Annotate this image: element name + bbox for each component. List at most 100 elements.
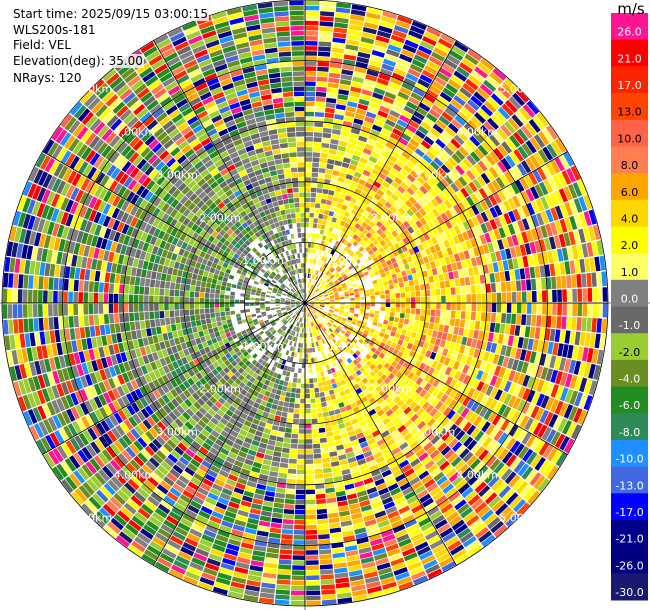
- range-gate: [581, 347, 589, 362]
- range-gate: [201, 416, 210, 425]
- range-gate: [134, 511, 148, 524]
- range-gate: [347, 498, 359, 505]
- range-gate: [310, 403, 316, 409]
- range-gate: [277, 431, 285, 438]
- range-gate: [47, 175, 57, 190]
- range-gate: [507, 335, 514, 347]
- range-gate: [228, 356, 235, 363]
- range-gate: [209, 356, 217, 364]
- range-gate: [521, 314, 527, 326]
- range-gate: [398, 390, 406, 399]
- range-gate: [431, 398, 440, 407]
- range-gate: [295, 212, 301, 218]
- range-gate: [223, 272, 230, 278]
- range-gate: [273, 451, 282, 457]
- range-gate: [225, 456, 236, 464]
- range-gate: [53, 317, 59, 330]
- range-gate: [295, 327, 299, 332]
- range-gate: [427, 395, 436, 404]
- range-gate: [124, 482, 136, 494]
- range-gate: [365, 306, 370, 310]
- range-gate: [290, 299, 296, 301]
- range-gate: [247, 317, 253, 322]
- range-gate: [404, 348, 411, 355]
- range-gate: [334, 342, 340, 348]
- range-gate: [133, 491, 147, 503]
- range-gate: [208, 553, 223, 562]
- range-gate: [169, 338, 176, 347]
- range-gate: [251, 286, 257, 290]
- range-gate: [109, 414, 119, 427]
- range-gate: [123, 419, 134, 431]
- range-gate: [98, 188, 108, 200]
- range-gate: [261, 582, 276, 589]
- range-gate: [296, 332, 299, 337]
- range-gate: [188, 360, 196, 369]
- range-gate: [219, 377, 227, 385]
- range-gate: [224, 295, 230, 299]
- range-gate: [439, 527, 454, 539]
- range-gate: [564, 373, 573, 388]
- range-gate: [331, 338, 337, 344]
- range-gate: [458, 344, 466, 354]
- range-gate: [414, 485, 426, 495]
- range-gate: [285, 303, 290, 305]
- range-gate: [289, 312, 294, 317]
- range-gate: [395, 363, 402, 371]
- range-gate: [473, 329, 479, 339]
- range-gate: [362, 341, 368, 347]
- range-gate: [291, 351, 295, 357]
- range-gate: [416, 303, 421, 309]
- range-gate: [323, 122, 333, 129]
- range-gate: [429, 486, 442, 497]
- range-gate: [485, 455, 497, 468]
- range-gate: [422, 497, 434, 508]
- range-gate: [319, 559, 333, 565]
- range-gate: [226, 421, 235, 430]
- range-gate: [33, 423, 44, 438]
- range-gate: [93, 396, 103, 409]
- range-gate: [75, 377, 84, 390]
- range-gate: [200, 394, 209, 403]
- range-gate: [107, 205, 116, 217]
- range-gate: [155, 435, 166, 446]
- range-gate: [337, 315, 343, 319]
- range-gate: [159, 446, 170, 457]
- range-gate: [155, 318, 161, 327]
- range-gate: [43, 317, 49, 331]
- range-gate: [349, 349, 355, 355]
- range-gate: [415, 386, 423, 395]
- range-gate: [429, 510, 443, 521]
- range-gate: [230, 367, 238, 374]
- range-gate: [490, 520, 504, 534]
- range-gate: [383, 319, 389, 325]
- range-gate: [305, 66, 317, 71]
- range-gate: [222, 348, 229, 355]
- range-gate: [409, 314, 415, 320]
- range-gate: [265, 449, 274, 456]
- range-gate: [96, 422, 106, 435]
- range-gate: [41, 345, 49, 359]
- range-gate: [376, 438, 386, 447]
- range-gate: [121, 395, 131, 407]
- range-gate: [258, 358, 264, 364]
- range-gate: [220, 266, 227, 273]
- range-gate: [514, 325, 521, 336]
- range-gate: [308, 368, 313, 373]
- range-gate: [451, 426, 462, 438]
- range-gate: [340, 321, 345, 326]
- range-gate: [305, 131, 314, 137]
- range-gate: [231, 283, 237, 289]
- range-gate: [149, 371, 157, 381]
- range-gate: [395, 344, 402, 351]
- range-gate: [241, 370, 248, 378]
- range-gate: [427, 463, 439, 474]
- range-gate: [460, 531, 474, 544]
- range-gate: [266, 547, 280, 554]
- range-gate: [103, 190, 113, 203]
- range-gate: [224, 510, 237, 519]
- range-gate: [42, 403, 52, 418]
- range-gate: [86, 361, 94, 373]
- range-gate: [306, 585, 320, 591]
- range-gate: [308, 322, 311, 328]
